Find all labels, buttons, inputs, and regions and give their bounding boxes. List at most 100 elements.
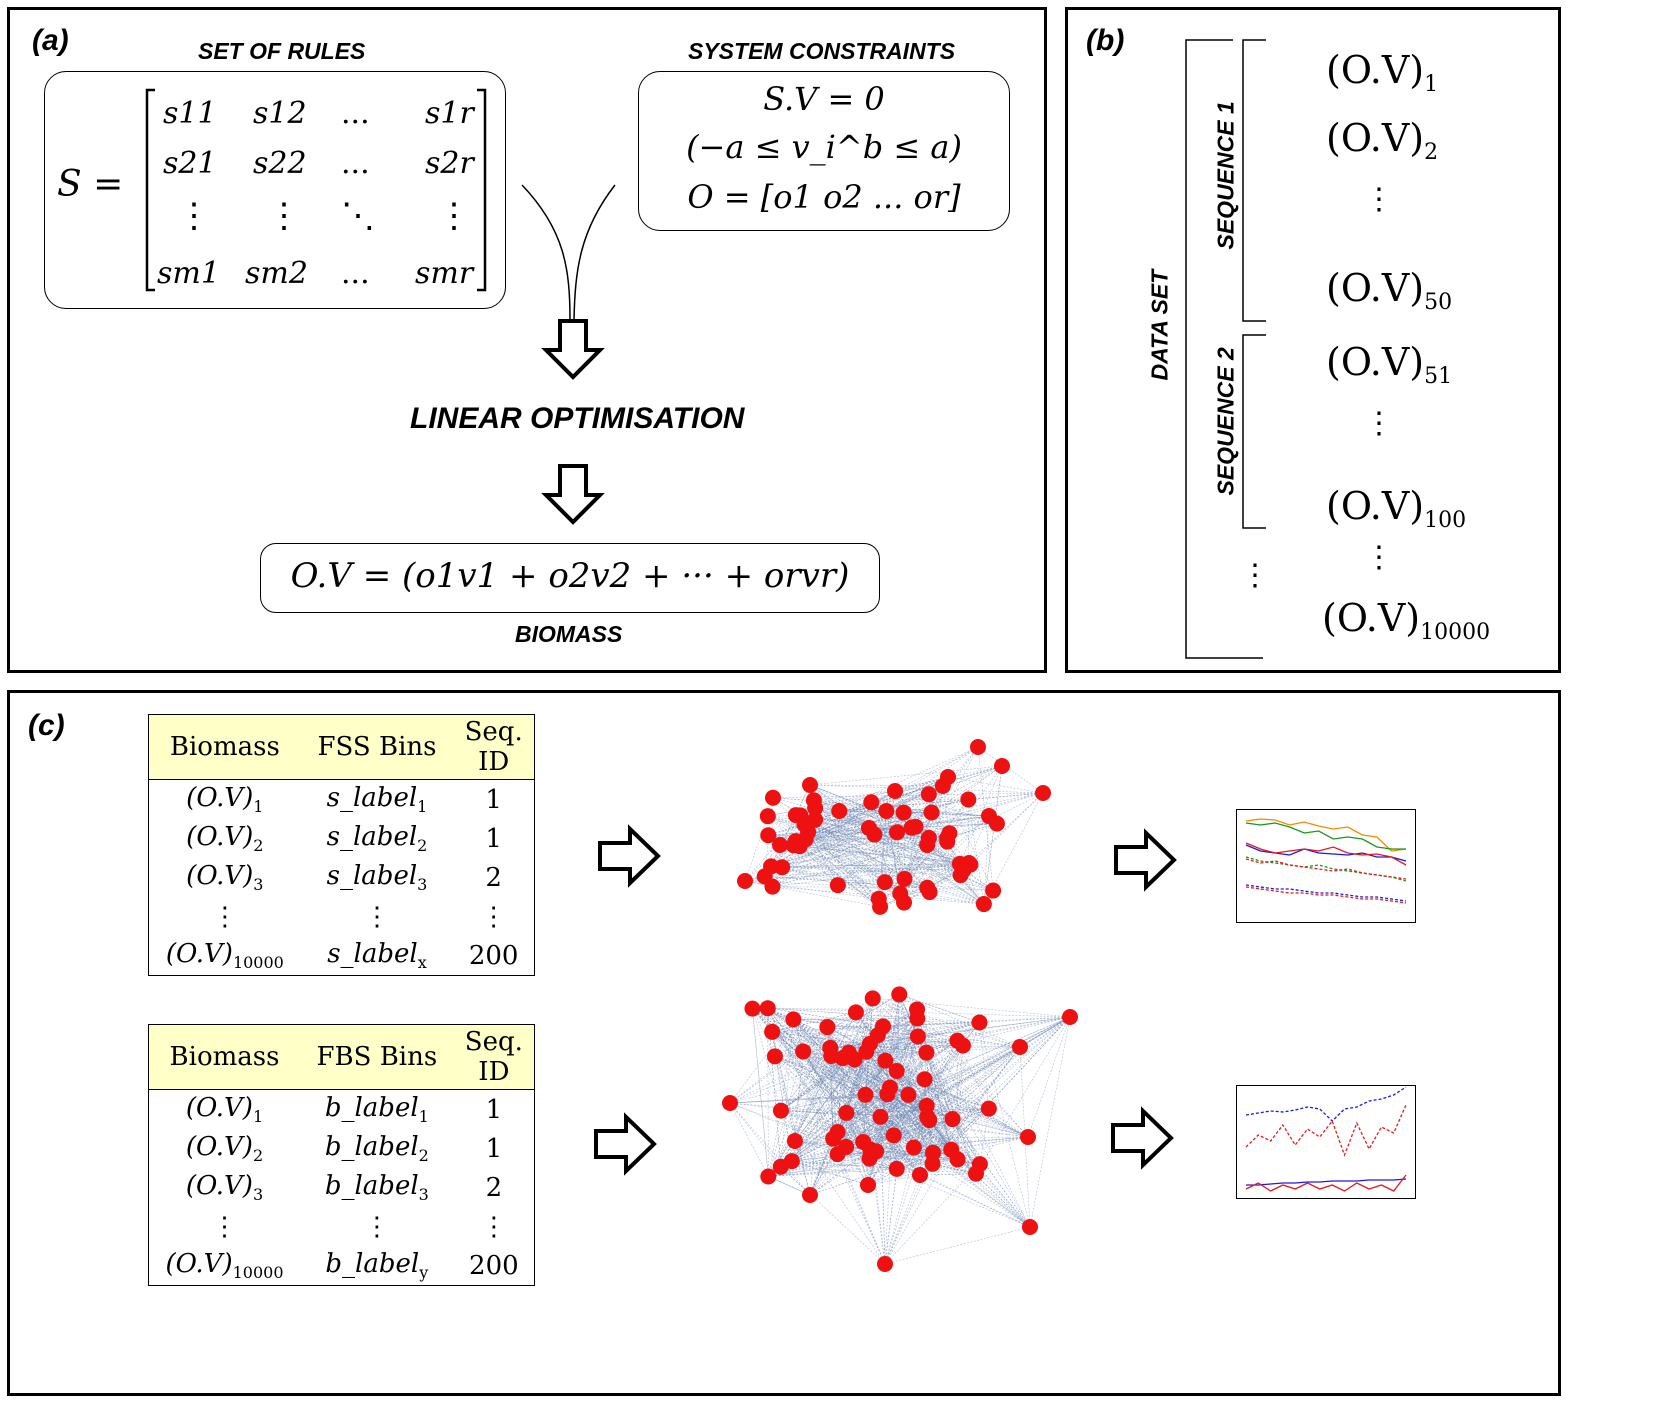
network-node xyxy=(785,837,802,854)
network-edge xyxy=(874,832,950,835)
table-row: (O.V)10000 b_labely 200 xyxy=(165,1248,519,1283)
matrix-cell: s21 xyxy=(163,146,217,181)
network-edge xyxy=(800,815,930,893)
network-edge xyxy=(837,1131,977,1174)
network-edge xyxy=(870,1136,1029,1150)
network-edge xyxy=(767,815,929,839)
network-node xyxy=(888,1160,905,1177)
network-edge xyxy=(770,812,904,867)
network-edge xyxy=(794,1140,914,1148)
network-edge xyxy=(839,810,961,876)
network-edge xyxy=(793,776,949,846)
network-edge xyxy=(767,812,932,817)
network-edge xyxy=(846,1016,1071,1148)
network-edge xyxy=(802,1051,1031,1228)
panel-c-label: (c) xyxy=(28,709,65,742)
network-node xyxy=(829,877,846,894)
network-edge xyxy=(752,1008,952,1151)
network-edge xyxy=(771,841,948,867)
network-edge xyxy=(767,1008,847,1114)
network-edge xyxy=(774,1056,1031,1228)
network-edge xyxy=(903,812,997,824)
network-edge xyxy=(771,1031,881,1118)
network-edge xyxy=(827,1026,883,1028)
network-edge xyxy=(846,1112,914,1148)
table-row: (O.V)1 s_label1 1 xyxy=(186,782,502,817)
network-edge xyxy=(794,1140,933,1165)
network-node xyxy=(918,1044,935,1061)
network-edge xyxy=(900,893,984,905)
matrix-cell: s1r xyxy=(425,96,474,131)
matrix-cell: ... xyxy=(341,96,370,131)
network-edge xyxy=(968,792,1044,864)
network-edge xyxy=(729,1102,1031,1228)
network-edge xyxy=(802,994,900,1052)
network-edge xyxy=(865,1094,921,1176)
constraint-3: O = [o1 o2 ... or] xyxy=(687,178,961,216)
network-edge xyxy=(917,1018,1021,1048)
network-edge xyxy=(791,1046,1021,1162)
network-edge xyxy=(867,994,900,1186)
network-edge xyxy=(814,819,905,903)
network-node xyxy=(834,1050,851,1067)
network-edge xyxy=(874,765,1003,835)
network-edge xyxy=(915,815,990,828)
network-edge xyxy=(884,1226,1031,1265)
network-edge xyxy=(794,1026,828,1142)
network-edge xyxy=(768,1052,850,1177)
network-node xyxy=(822,1039,839,1056)
network-edge xyxy=(886,810,905,879)
network-edge xyxy=(771,866,964,871)
network-edge xyxy=(780,1110,953,1120)
network-edge xyxy=(896,1136,1029,1170)
network-node xyxy=(889,824,906,841)
network-edge xyxy=(767,1008,897,1170)
network-edge xyxy=(872,998,918,1019)
network-edge xyxy=(772,1031,958,1041)
network-edge xyxy=(957,1040,990,1109)
network-edge xyxy=(970,792,1044,865)
network-node xyxy=(785,1011,802,1028)
network-node xyxy=(923,804,940,821)
matrix-lhs: S = xyxy=(57,164,124,205)
network-edge xyxy=(799,846,881,908)
network-edge xyxy=(975,1016,1071,1174)
network-edge xyxy=(827,1026,864,1143)
network-edge xyxy=(884,837,948,883)
network-edge xyxy=(804,824,961,876)
network-edge xyxy=(807,831,879,899)
network-edge xyxy=(772,834,875,887)
network-edge xyxy=(767,1007,918,1019)
network-edge xyxy=(846,1112,914,1148)
network-edge xyxy=(768,1158,870,1177)
network-edge xyxy=(813,800,886,883)
network-node xyxy=(797,831,814,848)
network-node xyxy=(909,1028,926,1045)
network-edge xyxy=(865,1094,921,1176)
network-edge xyxy=(872,998,927,1106)
network-node xyxy=(858,1043,875,1060)
network-edge xyxy=(926,1022,980,1053)
network-node xyxy=(759,808,776,825)
network-node xyxy=(772,1102,789,1119)
dataset-item: ⋮ xyxy=(1364,182,1394,217)
network-node xyxy=(795,1043,812,1060)
network-edge xyxy=(767,765,1003,817)
objective-formula: O.V = (o1v1 + o2v2 + ··· + orvr) xyxy=(290,556,850,596)
network-edge xyxy=(744,845,794,882)
network-edge xyxy=(903,815,990,903)
network-edge xyxy=(877,1022,980,1036)
network-edge xyxy=(764,864,971,877)
network-node xyxy=(949,1032,966,1049)
network-edge xyxy=(863,1118,953,1143)
network-node xyxy=(1035,785,1051,801)
network-edge xyxy=(877,1034,915,1148)
network-edge xyxy=(744,837,948,882)
plot-series xyxy=(1245,1174,1407,1192)
network-edge xyxy=(848,1052,934,1153)
network-edge xyxy=(845,1051,867,1147)
network-edge xyxy=(772,1031,1029,1138)
network-edge xyxy=(929,1016,1071,1121)
network-edge xyxy=(926,746,979,846)
network-edge xyxy=(882,1026,977,1174)
